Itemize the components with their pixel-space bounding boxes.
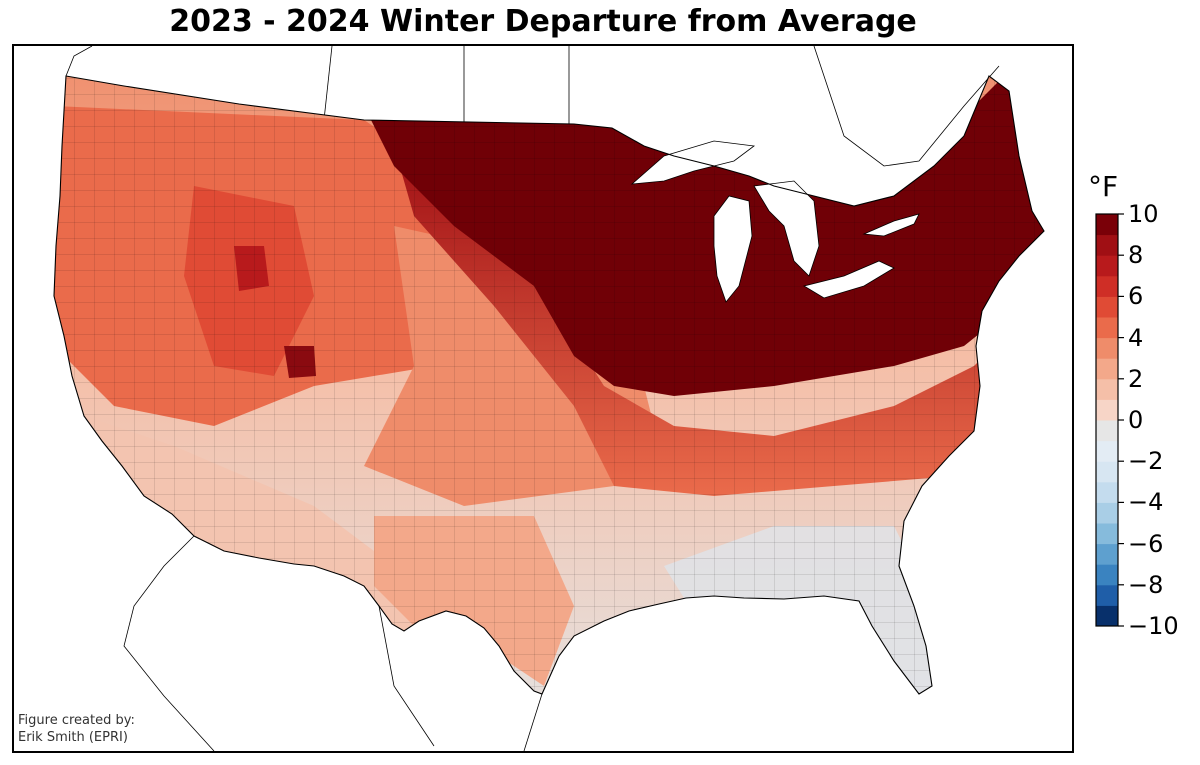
figure-credit: Figure created by: Erik Smith (EPRI) (18, 712, 135, 746)
colorbar-segment (1096, 461, 1118, 483)
colorbar-tick-label: 0 (1128, 406, 1144, 434)
colorbar-segment (1096, 584, 1118, 606)
colorbar-segment (1096, 502, 1118, 524)
colorbar-tick-label: 4 (1128, 323, 1144, 352)
colorbar-tick-label: 8 (1128, 241, 1144, 270)
colorbar-segment (1096, 255, 1118, 277)
colorbar-tick-label: −2 (1128, 447, 1164, 476)
colorbar-segment (1096, 337, 1118, 359)
colorbar-segment (1096, 523, 1118, 545)
colorbar-tick-label: −4 (1128, 488, 1164, 517)
colorbar-segment (1096, 481, 1118, 503)
colorbar-segment (1096, 296, 1118, 318)
colorbar-tick-label: −6 (1128, 529, 1164, 558)
colorbar-segment (1096, 214, 1118, 236)
map-frame (12, 44, 1074, 753)
colorbar-segment (1096, 358, 1118, 380)
colorbar-unit: °F (1088, 170, 1119, 203)
colorbar-tick-label: −8 (1128, 570, 1164, 599)
map-title: 2023 - 2024 Winter Departure from Averag… (169, 4, 917, 39)
colorbar-tick-label: −10 (1128, 612, 1179, 640)
credit-line-2: Erik Smith (EPRI) (18, 730, 128, 745)
map-canvas (53, 46, 1045, 751)
colorbar-segment (1096, 605, 1118, 627)
neighbor-borders (65, 46, 1000, 751)
colorbar-segment (1096, 440, 1118, 462)
colorbar-segment (1096, 234, 1118, 256)
credit-line-1: Figure created by: (18, 713, 135, 728)
colorbar (1095, 213, 1124, 627)
colorbar-tick-label: 2 (1128, 364, 1144, 393)
colorbar-segment (1096, 420, 1118, 442)
colorbar-segment (1096, 378, 1118, 400)
colorbar-segment (1096, 317, 1118, 339)
colorbar-segment (1096, 275, 1118, 297)
colorbar-segment (1096, 399, 1118, 421)
colorbar-tick-label: 6 (1128, 282, 1144, 311)
colorbar-tick-label: 10 (1128, 200, 1159, 228)
great-lakes (630, 140, 920, 303)
colorbar-segment (1096, 564, 1118, 586)
county-lines (54, 76, 1044, 694)
colorbar-segment (1096, 543, 1118, 565)
